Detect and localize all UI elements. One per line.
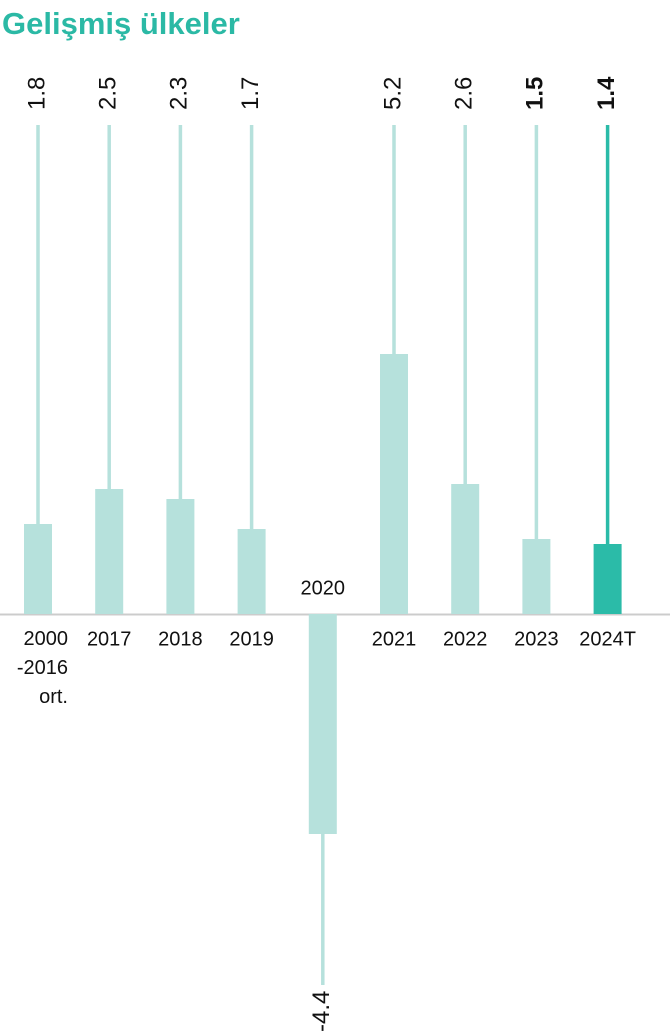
bar [308, 614, 337, 834]
bar [237, 529, 266, 614]
x-tick-label: 2024T [579, 628, 636, 650]
x-tick-label: 2023 [514, 628, 559, 650]
value-label: -4.4 [308, 991, 335, 1032]
bar [95, 489, 124, 614]
value-label: 5.2 [379, 77, 406, 110]
value-label: 1.4 [593, 76, 620, 110]
bar [593, 544, 622, 614]
value-label: 2.5 [95, 77, 122, 110]
bar [451, 484, 480, 614]
x-tick-label: 2019 [229, 628, 274, 650]
bar [24, 524, 52, 614]
bar [380, 354, 408, 614]
value-label: 1.7 [237, 77, 264, 110]
x-tick-label: 2017 [87, 628, 132, 650]
bar [166, 499, 195, 614]
x-tick-label: 2000 -2016 ort. [17, 628, 68, 708]
x-tick-label: 2022 [443, 628, 488, 650]
chart-title: Gelişmiş ülkeler [2, 6, 240, 41]
value-label: 2.6 [451, 77, 478, 110]
bar [522, 539, 551, 614]
x-tick-label: 2020 [301, 577, 346, 599]
x-tick-label: 2018 [158, 628, 203, 650]
value-label: 1.8 [23, 77, 50, 110]
x-tick-label: 2021 [372, 628, 417, 650]
value-label: 1.5 [522, 77, 549, 110]
value-label: 2.3 [166, 77, 193, 110]
